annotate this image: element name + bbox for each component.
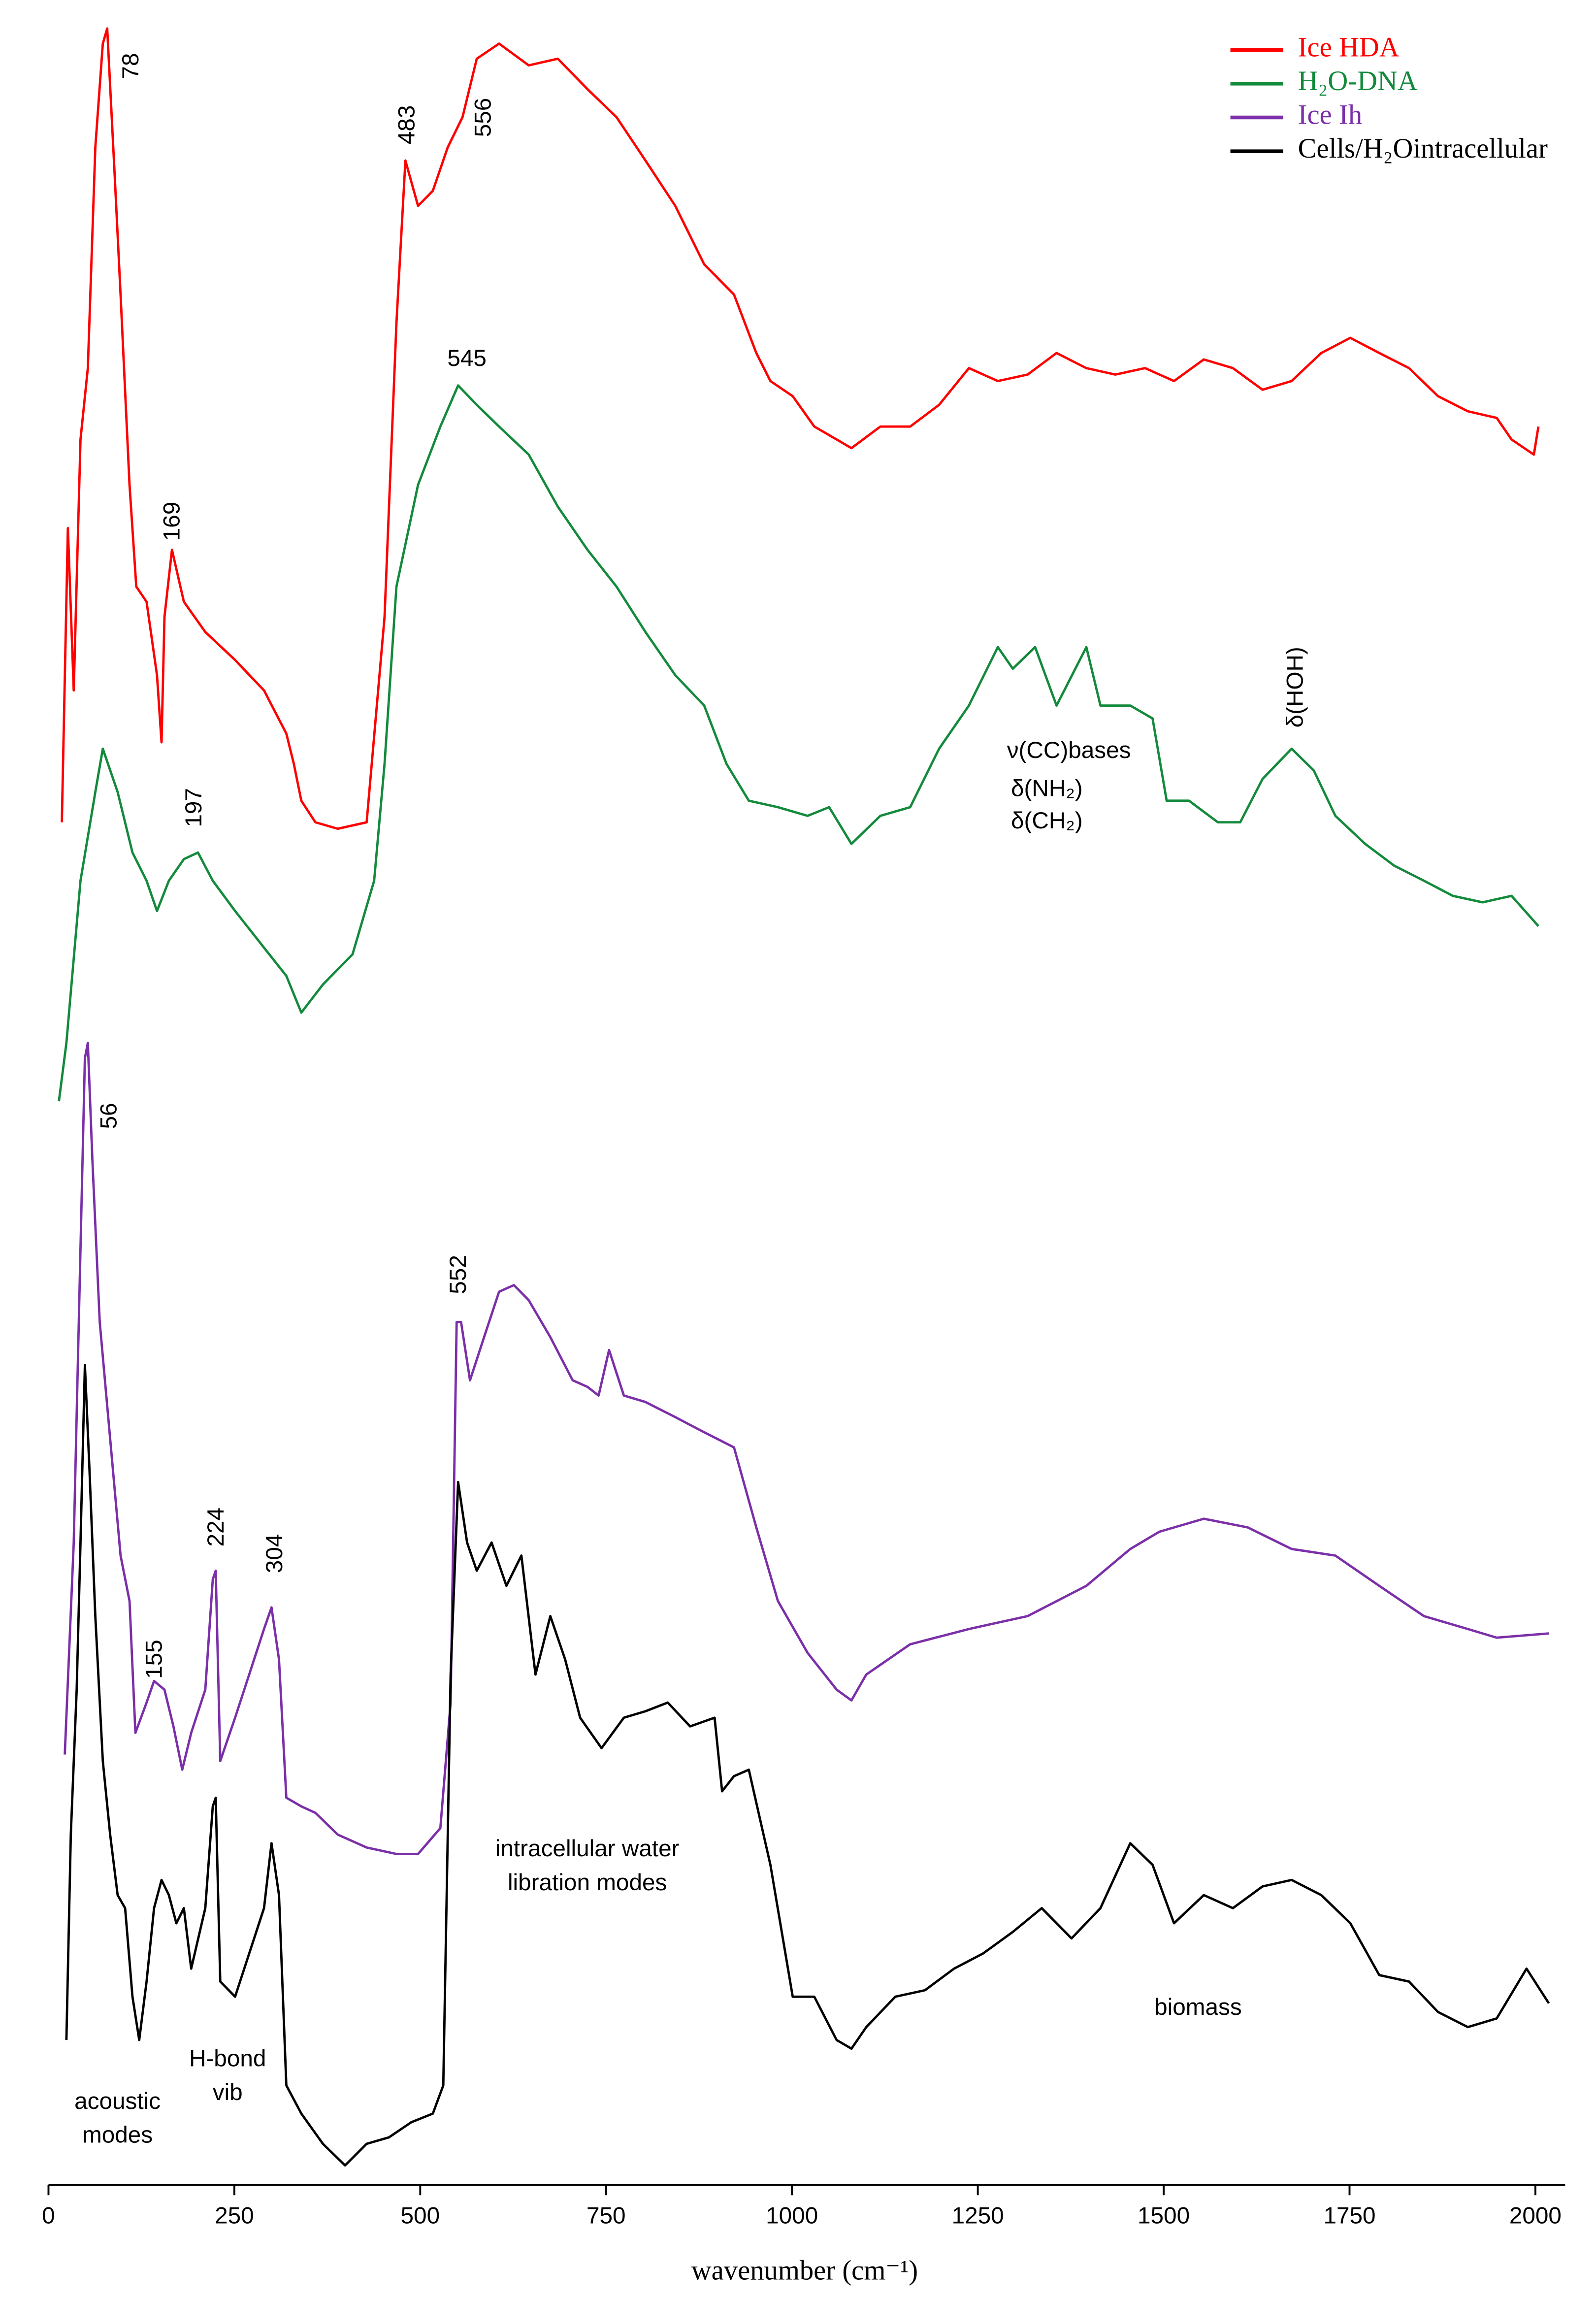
legend-label: Cells/H₂Ointracellular (1298, 133, 1548, 164)
annotation: 545 (447, 345, 487, 371)
annotation: 556 (470, 98, 496, 137)
annotation: 78 (118, 53, 144, 79)
annotation: 552 (445, 1255, 471, 1294)
x-tick-label: 0 (42, 2203, 55, 2229)
annotation: vib (213, 2079, 243, 2105)
annotation: H-bond (189, 2046, 266, 2072)
annotation: δ(HOH) (1282, 647, 1308, 727)
x-tick-label: 1500 (1138, 2203, 1190, 2229)
x-tick-label: 1000 (766, 2203, 818, 2229)
annotation: intracellular water (495, 1836, 680, 1862)
x-tick-label: 750 (586, 2203, 626, 2229)
series-line (58, 384, 1539, 1102)
legend-label: H₂O-DNA (1298, 66, 1418, 97)
annotation: 304 (261, 1534, 288, 1574)
annotation: 155 (141, 1640, 167, 1679)
x-tick-label: 1250 (952, 2203, 1004, 2229)
x-axis-label: wavenumber (cm⁻¹) (691, 2255, 918, 2286)
annotation: δ(NH₂) (1011, 776, 1083, 802)
annotation: acoustic (74, 2088, 161, 2114)
series-line (61, 27, 1540, 830)
x-tick-label: 250 (215, 2203, 254, 2229)
series-line (65, 1364, 1550, 2167)
annotation: biomass (1154, 1994, 1242, 2020)
annotation: 224 (203, 1508, 229, 1547)
annotation: 197 (181, 788, 207, 827)
annotation: 483 (394, 105, 420, 145)
annotation: 56 (96, 1103, 122, 1129)
annotation: 169 (159, 502, 185, 541)
x-tick-label: 1750 (1323, 2203, 1375, 2229)
x-tick-label: 2000 (1509, 2203, 1562, 2229)
annotation: δ(CH₂) (1011, 808, 1083, 834)
x-tick-label: 500 (401, 2203, 440, 2229)
annotation: ν(CC)bases (1007, 737, 1131, 763)
legend-label: Ice Ih (1298, 100, 1362, 131)
legend-label: Ice HDA (1298, 32, 1400, 63)
annotation: libration modes (508, 1870, 667, 1896)
series-line (64, 1042, 1549, 1855)
annotation: modes (82, 2122, 153, 2148)
